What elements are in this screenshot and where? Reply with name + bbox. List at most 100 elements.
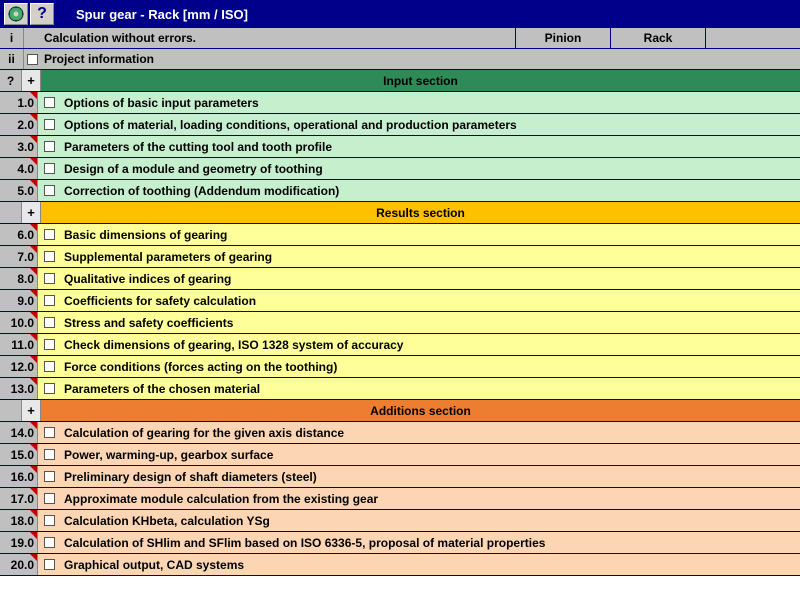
row-label[interactable]: Coefficients for safety calculation — [60, 290, 800, 311]
comment-indicator-icon — [30, 92, 37, 99]
additions-blank-cell — [0, 400, 22, 421]
comment-indicator-icon — [30, 532, 37, 539]
row-label[interactable]: Correction of toothing (Addendum modific… — [60, 180, 800, 201]
row-label[interactable]: Options of material, loading conditions,… — [60, 114, 800, 135]
project-info-label[interactable]: Project information — [40, 49, 800, 69]
list-item[interactable]: 7.0Supplemental parameters of gearing — [0, 246, 800, 268]
list-item[interactable]: 19.0 Calculation of SHlim and SFlim based… — [0, 532, 800, 554]
comment-indicator-icon — [30, 334, 37, 341]
row-checkbox-cell — [38, 158, 60, 179]
list-item[interactable]: 11.0Check dimensions of gearing, ISO 132… — [0, 334, 800, 356]
row-number: 17.0 — [0, 488, 38, 509]
window-title: Spur gear - Rack [mm / ISO] — [76, 7, 248, 22]
list-item[interactable]: 10.0Stress and safety coefficients — [0, 312, 800, 334]
list-item[interactable]: 8.0 Qualitative indices of gearing — [0, 268, 800, 290]
app-icon[interactable] — [4, 3, 28, 25]
row-label[interactable]: Qualitative indices of gearing — [60, 268, 800, 289]
row-checkbox[interactable] — [44, 559, 55, 570]
row-label[interactable]: Calculation of gearing for the given axi… — [60, 422, 800, 443]
additions-section-header: + Additions section — [0, 400, 800, 422]
row-checkbox-cell — [38, 334, 60, 355]
row-checkbox[interactable] — [44, 119, 55, 130]
row-checkbox[interactable] — [44, 339, 55, 350]
row-label[interactable]: Calculation of SHlim and SFlim based on … — [60, 532, 800, 553]
row-label[interactable]: Approximate module calculation from the … — [60, 488, 800, 509]
list-item[interactable]: 1.0Options of basic input parameters — [0, 92, 800, 114]
header-tabs: Pinion Rack — [515, 28, 800, 48]
row-checkbox[interactable] — [44, 185, 55, 196]
input-help-button[interactable]: ? — [0, 70, 22, 91]
list-item[interactable]: 13.0 Parameters of the chosen material — [0, 378, 800, 400]
row-checkbox[interactable] — [44, 141, 55, 152]
status-row: i Calculation without errors. Pinion Rac… — [0, 28, 800, 49]
row-checkbox[interactable] — [44, 383, 55, 394]
row-label[interactable]: Design of a module and geometry of tooth… — [60, 158, 800, 179]
row-number: 2.0 — [0, 114, 38, 135]
row-label[interactable]: Options of basic input parameters — [60, 92, 800, 113]
status-text: Calculation without errors. — [40, 28, 515, 48]
row-checkbox[interactable] — [44, 537, 55, 548]
input-expand-button[interactable]: + — [22, 70, 41, 91]
row-label[interactable]: Parameters of the cutting tool and tooth… — [60, 136, 800, 157]
row-number: 16.0 — [0, 466, 38, 487]
list-item[interactable]: 20.0 Graphical output, CAD systems — [0, 554, 800, 576]
comment-indicator-icon — [30, 290, 37, 297]
row-label[interactable]: Supplemental parameters of gearing — [60, 246, 800, 267]
list-item[interactable]: 14.0Calculation of gearing for the given… — [0, 422, 800, 444]
results-expand-button[interactable]: + — [22, 202, 41, 223]
list-item[interactable]: 3.0Parameters of the cutting tool and to… — [0, 136, 800, 158]
row-label[interactable]: Force conditions (forces acting on the t… — [60, 356, 800, 377]
row-checkbox-cell — [38, 444, 60, 465]
list-item[interactable]: 15.0Power, warming-up, gearbox surface — [0, 444, 800, 466]
help-icon[interactable]: ? — [30, 3, 54, 25]
row-checkbox[interactable] — [44, 361, 55, 372]
row-checkbox-cell — [38, 378, 60, 399]
row-checkbox[interactable] — [44, 427, 55, 438]
row-label[interactable]: Basic dimensions of gearing — [60, 224, 800, 245]
list-item[interactable]: 5.0Correction of toothing (Addendum modi… — [0, 180, 800, 202]
row-checkbox-cell — [38, 466, 60, 487]
row-checkbox[interactable] — [44, 493, 55, 504]
row-number: 8.0 — [0, 268, 38, 289]
row-label[interactable]: Preliminary design of shaft diameters (s… — [60, 466, 800, 487]
row-checkbox[interactable] — [44, 471, 55, 482]
list-item[interactable]: 9.0Coefficients for safety calculation — [0, 290, 800, 312]
row-number: 13.0 — [0, 378, 38, 399]
row-number: 19.0 — [0, 532, 38, 553]
row-label[interactable]: Calculation KHbeta, calculation YSg — [60, 510, 800, 531]
comment-indicator-icon — [30, 180, 37, 187]
list-item[interactable]: 6.0Basic dimensions of gearing — [0, 224, 800, 246]
list-item[interactable]: 17.0 Approximate module calculation from … — [0, 488, 800, 510]
row-label[interactable]: Stress and safety coefficients — [60, 312, 800, 333]
row-i-checkbox[interactable] — [24, 28, 40, 48]
list-item[interactable]: 16.0 Preliminary design of shaft diameter… — [0, 466, 800, 488]
tab-rack[interactable]: Rack — [610, 28, 705, 48]
row-number: 20.0 — [0, 554, 38, 575]
list-item[interactable]: 2.0 Options of material, loading conditio… — [0, 114, 800, 136]
list-item[interactable]: 4.0Design of a module and geometry of to… — [0, 158, 800, 180]
comment-indicator-icon — [30, 114, 37, 121]
comment-indicator-icon — [30, 444, 37, 451]
row-checkbox[interactable] — [44, 251, 55, 262]
row-checkbox[interactable] — [44, 229, 55, 240]
list-item[interactable]: 12.0Force conditions (forces acting on t… — [0, 356, 800, 378]
list-item[interactable]: 18.0Calculation KHbeta, calculation YSg — [0, 510, 800, 532]
row-checkbox[interactable] — [44, 97, 55, 108]
project-info-checkbox[interactable] — [27, 54, 38, 65]
tab-pinion[interactable]: Pinion — [515, 28, 610, 48]
row-checkbox-cell — [38, 554, 60, 575]
row-checkbox[interactable] — [44, 163, 55, 174]
row-checkbox[interactable] — [44, 515, 55, 526]
row-checkbox[interactable] — [44, 317, 55, 328]
row-checkbox[interactable] — [44, 449, 55, 460]
input-section-header: ? + Input section — [0, 70, 800, 92]
row-checkbox-cell — [38, 532, 60, 553]
row-checkbox[interactable] — [44, 295, 55, 306]
row-label[interactable]: Check dimensions of gearing, ISO 1328 sy… — [60, 334, 800, 355]
comment-indicator-icon — [30, 356, 37, 363]
row-label[interactable]: Graphical output, CAD systems — [60, 554, 800, 575]
row-checkbox[interactable] — [44, 273, 55, 284]
row-label[interactable]: Power, warming-up, gearbox surface — [60, 444, 800, 465]
additions-expand-button[interactable]: + — [22, 400, 41, 421]
row-label[interactable]: Parameters of the chosen material — [60, 378, 800, 399]
